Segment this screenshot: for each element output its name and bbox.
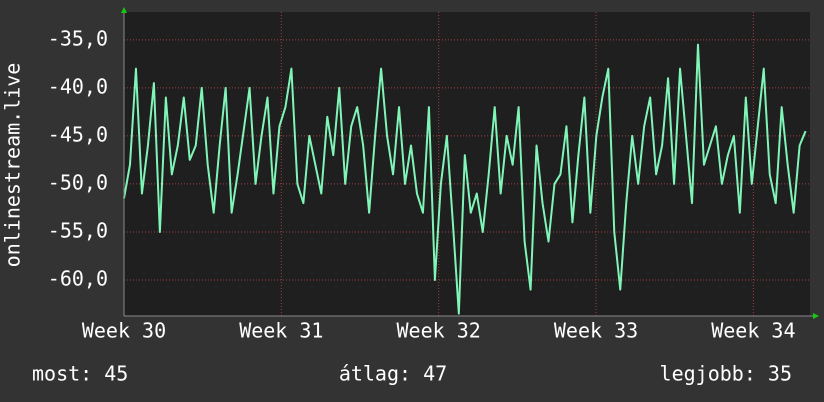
y-tick-label: -45,0 (48, 122, 108, 146)
footer-best: legjobb: 35 (660, 362, 792, 386)
plot-area (124, 12, 810, 316)
y-tick-label: -60,0 (48, 266, 108, 290)
x-arrow (813, 313, 819, 319)
y-tick-label: -35,0 (48, 26, 108, 50)
y-tick-label: -50,0 (48, 170, 108, 194)
y-arrow (121, 7, 127, 13)
y-tick-label: -40,0 (48, 74, 108, 98)
x-tick-label: Week 31 (239, 319, 323, 343)
footer-average: átlag: 47 (339, 362, 447, 386)
x-tick-label: Week 33 (554, 319, 638, 343)
series-line (123, 43, 807, 315)
footer-current: most: 45 (32, 362, 128, 386)
x-tick-label: Week 32 (397, 319, 481, 343)
plot (123, 43, 807, 315)
x-tick-label: Week 34 (711, 319, 795, 343)
y-tick-label: -55,0 (48, 218, 108, 242)
x-tick-label: Week 30 (82, 319, 166, 343)
grid (123, 12, 810, 316)
y-axis-label: onlinestream.live (1, 63, 25, 268)
